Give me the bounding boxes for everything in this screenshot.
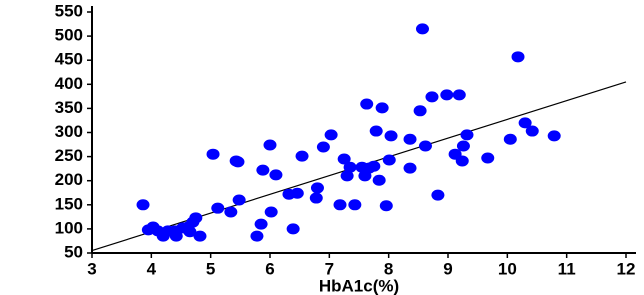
point [269,169,283,181]
point [340,170,354,182]
point [403,162,417,174]
point [337,153,351,165]
point [254,218,268,230]
point [136,199,150,211]
point [309,192,323,204]
point [348,199,362,211]
y-tick-label: 450 [55,50,83,69]
x-tick-label: 5 [206,259,215,278]
y-tick-label: 50 [64,242,83,261]
point [206,148,220,160]
point [503,133,517,145]
x-tick-label: 12 [617,259,636,278]
point [379,200,393,212]
x-tick-label: 11 [558,259,576,278]
y-tick-label: 200 [55,170,83,189]
x-tick-label: 4 [147,259,157,278]
point [431,189,445,201]
x-tick-label: 7 [325,259,334,278]
y-tick-label: 150 [55,194,83,213]
point [263,139,277,151]
x-tick-label: 8 [384,259,393,278]
point [375,102,389,114]
point [455,155,469,167]
y-tick-label: 300 [55,122,83,141]
point [547,130,561,142]
point [452,89,466,101]
point [440,89,454,101]
y-tick-label: 100 [55,218,83,237]
x-tick-label: 10 [498,259,517,278]
point [425,91,439,103]
y-tick-label: 350 [55,98,83,117]
point [360,98,374,110]
point [250,230,264,242]
point [183,226,197,238]
point [169,230,183,242]
point [403,133,417,145]
point [193,230,207,242]
point [232,194,246,206]
point [286,223,300,235]
x-tick-label: 9 [443,259,452,278]
point [310,182,324,194]
y-tick-label: 250 [55,146,83,165]
point [413,105,427,117]
point [369,125,383,137]
point [456,140,470,152]
point [189,212,203,224]
y-tick-label: 400 [55,74,83,93]
point [290,187,304,199]
point [211,202,225,214]
point [324,129,338,141]
point [256,164,270,176]
y-tick-label: 550 [55,1,83,20]
point [511,51,525,63]
point [460,129,474,141]
point [525,125,539,137]
x-axis-title: HbA1c(%) [319,276,399,295]
point [264,206,278,218]
x-tick-label: 3 [87,259,96,278]
point [418,140,432,152]
point [333,199,347,211]
point [367,160,381,172]
point [481,152,495,164]
point [384,130,398,142]
point [231,156,245,168]
y-tick-label: 500 [55,26,83,45]
point [372,174,386,186]
point [295,150,309,162]
x-tick-label: 6 [265,259,274,278]
point [382,154,396,166]
point [415,23,429,35]
point [224,206,238,218]
point [316,141,330,153]
point [343,161,357,173]
point [518,117,532,129]
